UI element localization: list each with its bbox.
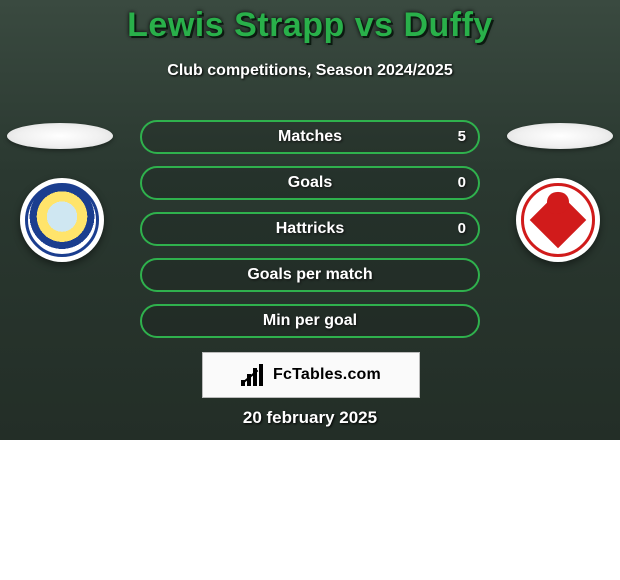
stat-row-matches: Matches 5 [140,120,480,154]
fctables-logo: FcTables.com [202,352,420,398]
stat-row-min-per-goal: Min per goal [140,304,480,338]
stat-label: Goals per match [142,260,478,290]
player-right-placeholder [507,123,613,149]
airdrie-crest-icon [521,183,595,257]
stat-row-goals: Goals 0 [140,166,480,200]
page-title: Lewis Strapp vs Duffy [0,6,620,45]
stats-list: Matches 5 Goals 0 Hattricks 0 Goals per … [140,120,480,350]
fctables-chart-icon [241,364,267,386]
stat-value-right: 0 [458,214,466,244]
stat-label: Min per goal [142,306,478,336]
stat-value-right: 5 [458,122,466,152]
club-crest-right [516,178,600,262]
stat-label: Hattricks [142,214,478,244]
morton-crest-icon [25,183,99,257]
stat-row-goals-per-match: Goals per match [140,258,480,292]
stat-value-right: 0 [458,168,466,198]
club-crest-left [20,178,104,262]
stat-label: Goals [142,168,478,198]
subtitle: Club competitions, Season 2024/2025 [0,62,620,80]
stat-label: Matches [142,122,478,152]
date-label: 20 february 2025 [0,408,620,428]
stat-row-hattricks: Hattricks 0 [140,212,480,246]
player-left-placeholder [7,123,113,149]
comparison-card: Lewis Strapp vs Duffy Club competitions,… [0,0,620,580]
fctables-logo-text: FcTables.com [273,366,381,384]
